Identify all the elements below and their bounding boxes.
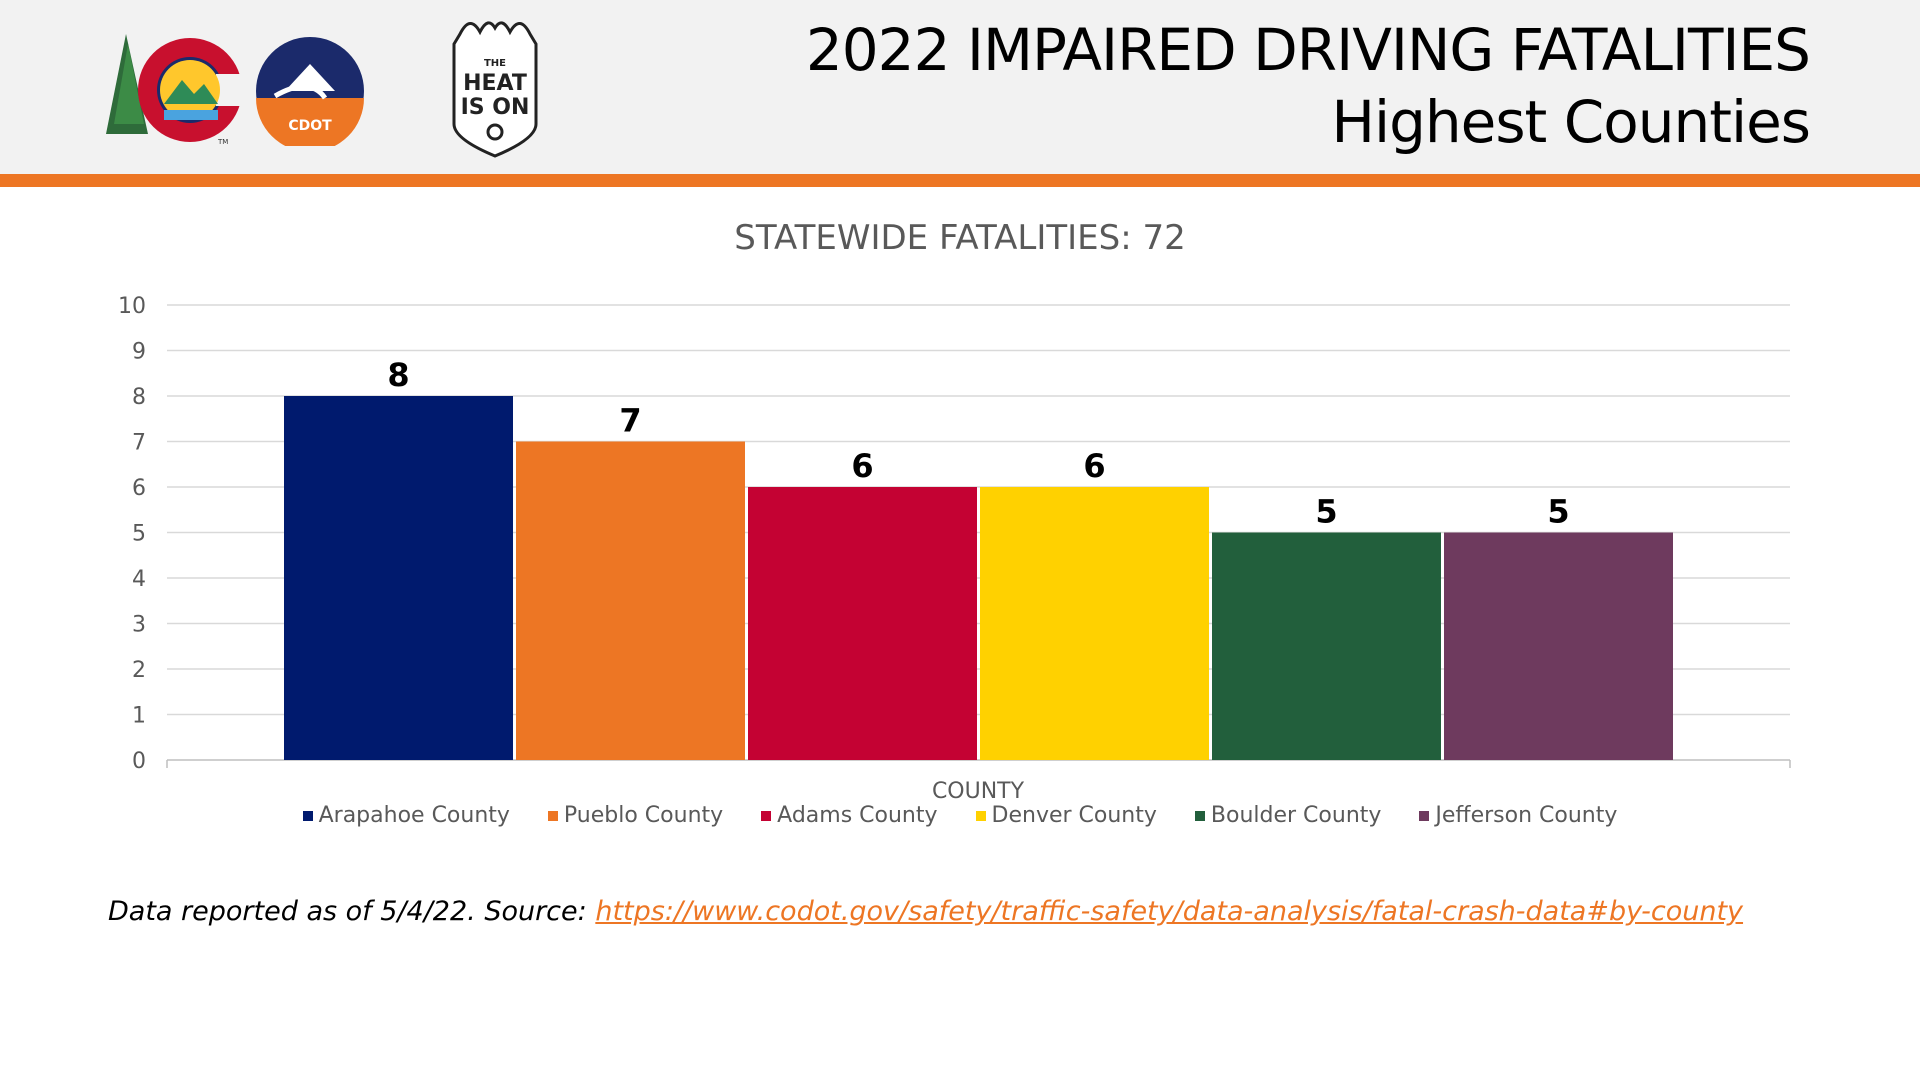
legend-label: Denver County [991, 803, 1157, 828]
title-line-1: 2022 IMPAIRED DRIVING FATALITIES [805, 16, 1811, 84]
title-line-2: Highest Counties [1331, 88, 1811, 156]
footnote: Data reported as of 5/4/22. Source: http… [108, 896, 1743, 927]
svg-text:HEAT: HEAT [463, 71, 527, 96]
data-label: 7 [619, 402, 641, 440]
data-label: 6 [1083, 447, 1105, 485]
y-tick-label: 7 [132, 431, 146, 456]
footnote-text: Data reported as of 5/4/22. Source: [108, 896, 596, 927]
legend-swatch [547, 810, 558, 821]
y-tick-label: 1 [132, 704, 146, 729]
y-tick-label: 8 [132, 385, 146, 410]
legend-item: Denver County [975, 803, 1157, 828]
legend-label: Boulder County [1210, 803, 1382, 828]
legend-label: Pueblo County [563, 803, 724, 828]
chart-title: STATEWIDE FATALITIES: 72 [734, 218, 1186, 258]
bar-boulder-county [1212, 532, 1441, 760]
y-tick-label: 0 [132, 749, 146, 774]
header-divider [0, 174, 1920, 187]
y-tick-label: 2 [132, 658, 146, 683]
legend-label: Jefferson County [1435, 803, 1618, 828]
chart-legend: Arapahoe County Pueblo County Adams County… [0, 803, 1920, 828]
bar-chart: 0 1 2 3 4 5 6 7 8 9 10 8 7 6 6 5 5 COUNTY [118, 294, 1791, 800]
data-label: 8 [387, 356, 409, 394]
legend-item: Boulder County [1194, 803, 1382, 828]
svg-text:THE: THE [484, 58, 506, 69]
legend-label: Adams County [777, 803, 938, 828]
legend-label: Arapahoe County [318, 803, 510, 828]
cdot-logo: CDOT [256, 37, 364, 146]
legend-item: Adams County [761, 803, 938, 828]
colorado-logo: TM [106, 34, 242, 146]
bars [284, 396, 1673, 760]
y-tick-label: 4 [132, 567, 146, 592]
page-title: 2022 IMPAIRED DRIVING FATALITIES Highest… [805, 14, 1811, 158]
legend-swatch [1194, 810, 1205, 821]
data-labels: 8 7 6 6 5 5 [387, 356, 1569, 531]
legend-item: Jefferson County [1419, 803, 1617, 828]
bar-adams-county [748, 487, 977, 760]
legend-swatch [975, 810, 986, 821]
legend-swatch [302, 810, 313, 821]
y-tick-label: 5 [132, 522, 146, 547]
svg-text:CDOT: CDOT [288, 118, 332, 134]
y-axis-ticks: 0 1 2 3 4 5 6 7 8 9 10 [118, 294, 146, 774]
bar-pueblo-county [516, 441, 745, 760]
legend-swatch [761, 810, 772, 821]
bar-arapahoe-county [284, 396, 513, 760]
heat-is-on-badge: THE HEAT IS ON [452, 21, 538, 158]
y-tick-label: 9 [132, 340, 146, 365]
x-axis-label: COUNTY [932, 779, 1025, 800]
y-tick-label: 3 [132, 613, 146, 638]
legend-swatch [1419, 810, 1430, 821]
data-label: 5 [1315, 493, 1337, 531]
y-tick-label: 6 [132, 476, 146, 501]
legend-item: Pueblo County [547, 803, 724, 828]
source-link[interactable]: https://www.codot.gov/safety/traffic-saf… [595, 896, 1744, 927]
bar-jefferson-county [1444, 532, 1673, 760]
legend-item: Arapahoe County [302, 803, 510, 828]
data-label: 5 [1547, 493, 1569, 531]
svg-text:IS ON: IS ON [461, 95, 530, 120]
y-tick-label: 10 [118, 294, 146, 319]
svg-text:TM: TM [217, 138, 228, 146]
data-label: 6 [851, 447, 873, 485]
bar-denver-county [980, 487, 1209, 760]
